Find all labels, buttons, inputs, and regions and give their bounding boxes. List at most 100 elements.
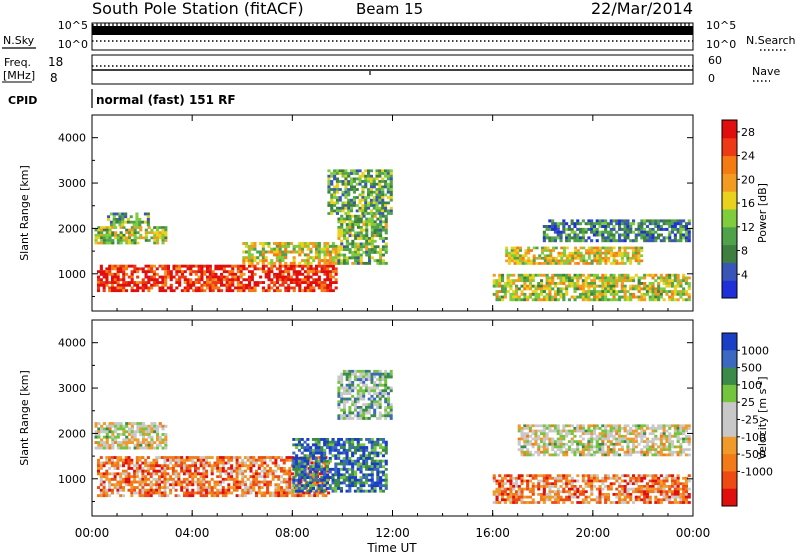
velocity-cell <box>309 476 312 479</box>
power-cell <box>558 260 561 263</box>
power-cell <box>265 289 268 292</box>
power-cell <box>363 229 366 232</box>
velocity-cell <box>122 441 125 444</box>
velocity-cell <box>315 476 318 479</box>
velocity-cell <box>343 387 346 390</box>
velocity-cell <box>153 425 156 428</box>
velocity-cell <box>125 462 128 465</box>
power-cell <box>381 199 384 202</box>
power-cell <box>568 239 571 242</box>
power-cell <box>237 267 240 270</box>
power-cell <box>514 249 517 252</box>
power-cell <box>259 267 262 270</box>
velocity-cell <box>136 475 139 478</box>
velocity-cell <box>162 441 165 444</box>
velocity-cell <box>529 480 532 483</box>
power-cell <box>370 199 373 202</box>
velocity-cell <box>551 477 554 480</box>
velocity-cell <box>266 492 269 495</box>
power-cell <box>574 254 577 257</box>
power-cell <box>505 249 508 252</box>
power-cell <box>103 234 106 237</box>
velocity-cell <box>323 479 326 482</box>
power-cell <box>677 298 680 301</box>
power-cell <box>333 204 336 207</box>
velocity-cell <box>100 489 103 492</box>
power-cell <box>327 202 330 205</box>
velocity-cell <box>320 471 323 474</box>
power-cell <box>301 251 304 254</box>
velocity-cell <box>125 444 128 447</box>
power-cell <box>593 282 596 285</box>
power-cell <box>342 183 345 186</box>
power-cell <box>323 251 326 254</box>
power-cell <box>293 278 296 281</box>
velocity-cell <box>576 496 579 499</box>
velocity-cell <box>122 433 125 436</box>
velocity-cell <box>351 479 354 482</box>
power-cell <box>139 226 142 229</box>
velocity-cell <box>236 472 239 475</box>
power-cell <box>546 234 549 237</box>
velocity-cell <box>518 474 521 477</box>
power-cell <box>357 259 360 262</box>
power-cell <box>657 225 660 228</box>
power-cell <box>284 253 287 256</box>
power-cell <box>493 282 496 285</box>
power-cell <box>361 191 364 194</box>
power-cell <box>632 231 635 234</box>
power-cell <box>613 285 616 288</box>
velocity-cell <box>97 422 100 425</box>
power-cell <box>660 277 663 280</box>
power-cell <box>384 207 387 210</box>
power-cell <box>136 276 139 279</box>
velocity-cell <box>593 474 596 477</box>
velocity-cell <box>131 433 134 436</box>
power-cell <box>128 239 131 242</box>
power-cell <box>604 236 607 239</box>
power-cell <box>354 220 357 223</box>
power-cell <box>307 245 310 248</box>
power-cell <box>390 175 393 178</box>
power-cell <box>613 247 616 250</box>
power-cell <box>663 277 666 280</box>
velocity-cell <box>562 482 565 485</box>
velocity-cell <box>312 438 315 441</box>
velocity-cell <box>509 498 512 501</box>
power-cell <box>532 277 535 280</box>
power-cell <box>629 247 632 250</box>
velocity-cell <box>340 482 343 485</box>
velocity-cell <box>142 422 145 425</box>
power-cell <box>649 239 652 242</box>
velocity-cell <box>183 481 186 484</box>
velocity-cell <box>357 468 360 471</box>
velocity-cell <box>145 425 148 428</box>
power-cell <box>329 273 332 276</box>
velocity-cell <box>166 481 169 484</box>
power-cell <box>335 278 338 281</box>
velocity-cell <box>540 493 543 496</box>
power-cell <box>576 274 579 277</box>
power-cell <box>635 236 638 239</box>
velocity-cell <box>147 478 150 481</box>
velocity-cell <box>111 472 114 475</box>
power-cell <box>147 265 150 268</box>
velocity-cell <box>142 425 145 428</box>
power-cell <box>498 279 501 282</box>
velocity-cell <box>272 462 275 465</box>
velocity-cell <box>351 484 354 487</box>
power-cell <box>133 267 136 270</box>
velocity-cell <box>180 456 183 459</box>
velocity-cell <box>384 392 387 395</box>
velocity-cell <box>582 501 585 504</box>
power-cell <box>554 293 557 296</box>
velocity-cell <box>599 490 602 493</box>
velocity-cell <box>540 474 543 477</box>
velocity-cell <box>298 482 301 485</box>
velocity-cell <box>277 478 280 481</box>
velocity-cell <box>219 492 222 495</box>
power-cell <box>350 172 353 175</box>
power-cell <box>671 298 674 301</box>
power-cell <box>195 273 198 276</box>
power-cell <box>354 232 357 235</box>
